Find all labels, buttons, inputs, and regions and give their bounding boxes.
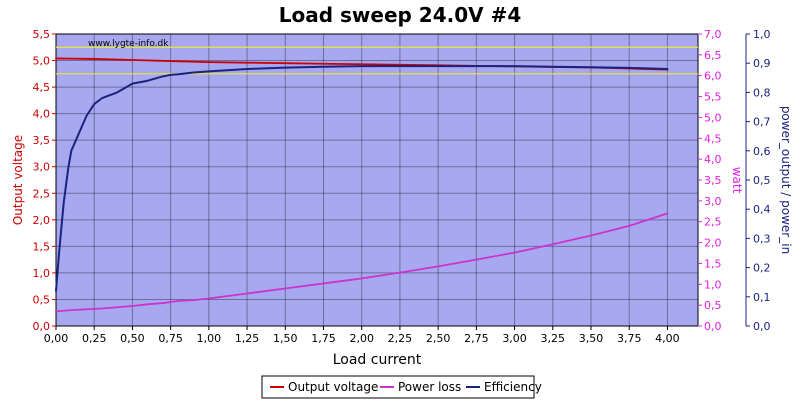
watt-tick-label: 5,0	[704, 111, 722, 124]
x-tick-label: 1,00	[197, 332, 222, 345]
watt-tick-label: 4,5	[704, 132, 722, 145]
x-tick-label: 0,50	[120, 332, 145, 345]
watt-tick-label: 7,0	[704, 28, 722, 41]
x-tick-label: 2,00	[349, 332, 374, 345]
right-axis-efficiency-ticks: 0,0 0,1 0,2 0,3 0,4 0,5 0,6 0,7 0,8 0,9 1,0	[745, 28, 771, 333]
efficiency-tick-label: 0,9	[753, 57, 771, 70]
x-tick-label: 1,25	[235, 332, 260, 345]
efficiency-tick-label: 1,0	[753, 28, 771, 41]
x-tick-label: 2,25	[388, 332, 413, 345]
efficiency-tick-label: 0,6	[753, 145, 771, 158]
watt-tick-label: 1,0	[704, 278, 722, 291]
chart-title: Load sweep 24.0V #4	[279, 3, 522, 27]
x-tick-label: 3,50	[579, 332, 604, 345]
watt-tick-label: 5,5	[704, 91, 722, 104]
watt-tick-label: 6,0	[704, 70, 722, 83]
left-tick-label: 3,5	[33, 134, 51, 147]
x-tick-label: 4,00	[655, 332, 680, 345]
efficiency-tick-label: 0,4	[753, 203, 771, 216]
watt-tick-label: 0,5	[704, 299, 722, 312]
left-tick-label: 1,5	[33, 240, 51, 253]
left-tick-label: 1,0	[33, 267, 51, 280]
plot-area	[56, 34, 698, 326]
x-tick-label: 2,75	[464, 332, 489, 345]
legend-label: Efficiency	[484, 380, 542, 394]
legend-label: Output voltage	[288, 380, 378, 394]
grid	[55, 33, 699, 327]
y-axis-label-left: Output voltage	[11, 135, 25, 225]
series-line-efficiency	[55, 65, 669, 292]
watt-tick-label: 3,5	[704, 174, 722, 187]
efficiency-tick-label: 0,8	[753, 86, 771, 99]
watt-tick-label: 1,5	[704, 257, 722, 270]
x-tick-label: 0,25	[82, 332, 107, 345]
x-axis-ticks: 0,00 0,25 0,50 0,75 1,00 1,25 1,50 1,75 2,00 2,25…	[44, 326, 680, 345]
efficiency-tick-label: 0,2	[753, 262, 771, 275]
x-tick-label: 3,75	[617, 332, 642, 345]
watt-tick-label: 2,5	[704, 216, 722, 229]
left-tick-label: 2,5	[33, 187, 51, 200]
efficiency-tick-label: 0,0	[753, 320, 771, 333]
left-tick-label: 2,0	[33, 214, 51, 227]
right-axis-watt-ticks: 0,0 0,5 1,0 1,5 2,0 2,5 3,0 3,5 4,0 4,5 5,0 5,5 6,0 6…	[698, 28, 722, 333]
watt-tick-label: 6,5	[704, 49, 722, 62]
watt-tick-label: 3,0	[704, 195, 722, 208]
left-axis-ticks: 0,0 0,5 1,0 1,5 2,0 2,5 3,0 3,5 4,0 4,5 5,0 5,5	[33, 28, 56, 333]
left-tick-label: 0,0	[33, 320, 51, 333]
x-tick-label: 3,25	[541, 332, 566, 345]
legend-box	[261, 375, 535, 399]
legend-label: Power loss	[398, 380, 461, 394]
x-tick-label: 1,50	[273, 332, 298, 345]
left-tick-label: 5,5	[33, 28, 51, 41]
watermark: www.lygte-info.dk	[88, 39, 169, 49]
x-tick-label: 0,75	[158, 332, 183, 345]
left-tick-label: 4,0	[33, 108, 51, 121]
left-tick-label: 3,0	[33, 161, 51, 174]
watt-tick-label: 2,0	[704, 237, 722, 250]
y-axis-label-efficiency: power_output / power_in	[779, 106, 793, 254]
y-axis-label-watt: watt	[730, 167, 744, 194]
watt-tick-label: 0,0	[704, 320, 722, 333]
efficiency-tick-label: 0,3	[753, 232, 771, 245]
x-tick-label: 1,75	[311, 332, 336, 345]
watt-tick-label: 4,0	[704, 153, 722, 166]
efficiency-tick-label: 0,1	[753, 291, 771, 304]
efficiency-tick-label: 0,5	[753, 174, 771, 187]
series-line-power-loss	[55, 212, 669, 313]
legend: Output voltage Power loss Efficiency	[261, 375, 542, 399]
left-tick-label: 0,5	[33, 293, 51, 306]
series-layer	[55, 57, 669, 313]
x-axis-label: Load current	[333, 352, 422, 368]
left-tick-label: 4,5	[33, 81, 51, 94]
x-tick-label: 2,50	[426, 332, 451, 345]
efficiency-tick-label: 0,7	[753, 116, 771, 129]
reference-lines	[56, 46, 698, 75]
x-tick-label: 3,00	[502, 332, 527, 345]
x-tick-label: 0,00	[44, 332, 69, 345]
left-tick-label: 5,0	[33, 55, 51, 68]
